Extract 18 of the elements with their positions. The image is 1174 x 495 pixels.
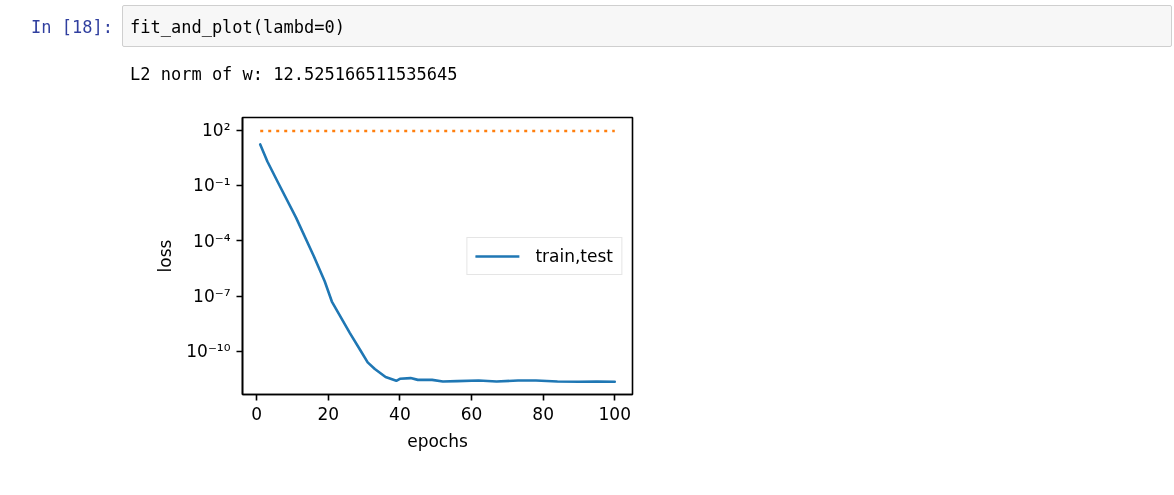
y-tick-label: 10⁻⁴ [193, 230, 231, 251]
legend-label: train,test [535, 245, 613, 266]
text: L2 norm of w: 12.525166511535645 [130, 63, 458, 86]
text: fit_and_plot(lambd=0) [130, 16, 345, 39]
x-tick-label: 60 [460, 403, 483, 424]
y-tick-label: 10⁻⁷ [193, 286, 231, 307]
x-tick-label: 20 [317, 403, 340, 424]
y-axis-title: loss [155, 239, 176, 273]
x-tick-label: 40 [389, 403, 411, 424]
x-tick-label: 0 [251, 403, 263, 424]
y-tick-label: 10⁻¹ [193, 175, 231, 196]
x-axis-title: epochs [407, 430, 468, 451]
line-series [258, 143, 617, 384]
text: In [18]: [31, 16, 113, 39]
y-tick-label: 10⁻¹⁰ [186, 341, 231, 362]
x-tick-label: 100 [598, 403, 631, 424]
x-tick-label: 80 [532, 403, 554, 424]
y-tick-label: 10² [202, 120, 231, 141]
